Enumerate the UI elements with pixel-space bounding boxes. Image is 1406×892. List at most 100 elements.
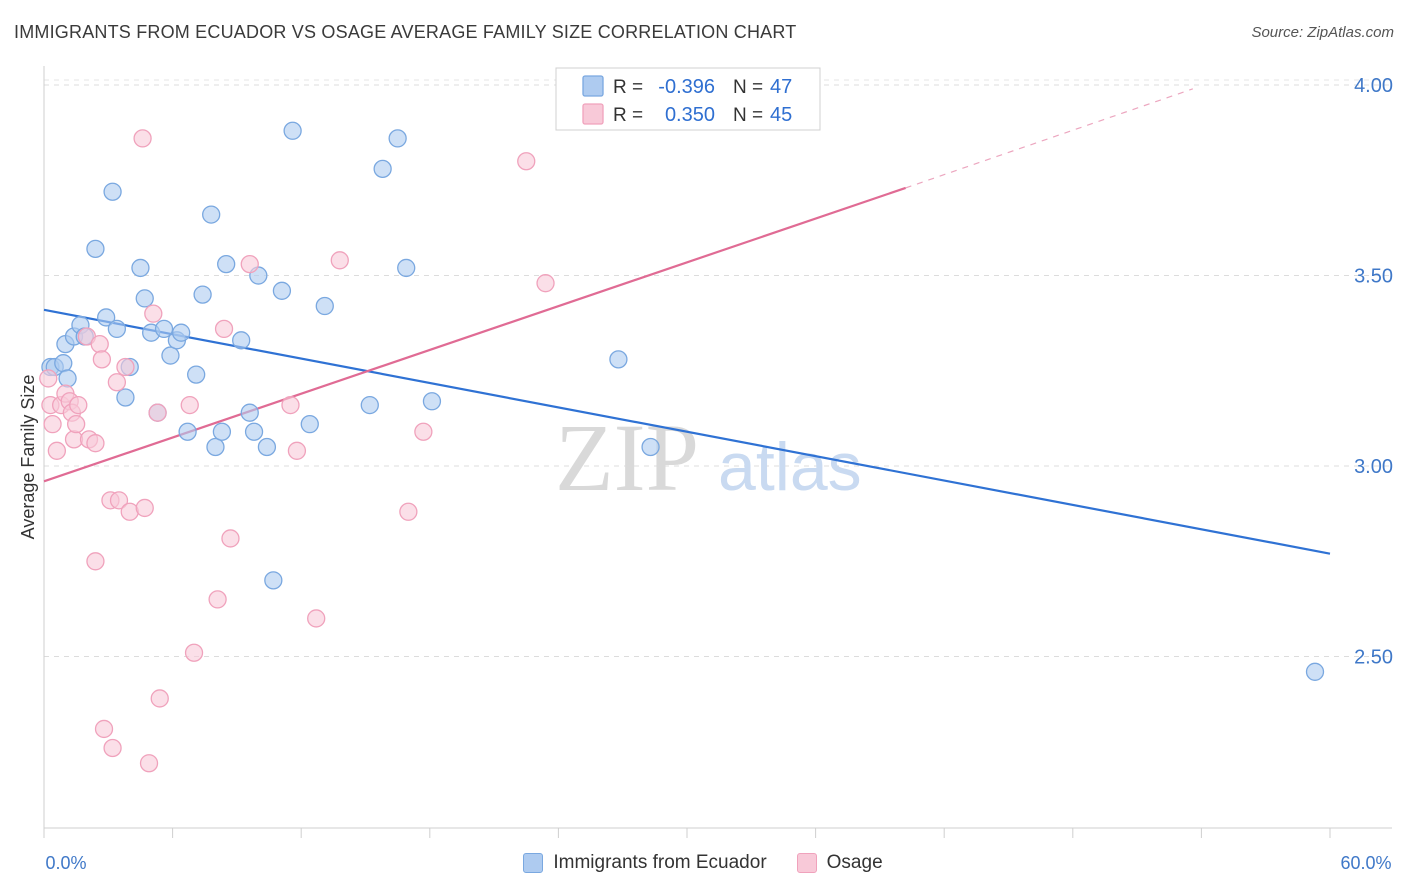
data-point-s0-38[interactable] <box>315 296 334 316</box>
data-point-s1-9[interactable] <box>67 414 86 434</box>
data-point-s1-21[interactable] <box>109 491 129 510</box>
data-point-s0-23[interactable] <box>187 365 206 384</box>
data-point-s1-39[interactable] <box>330 251 349 270</box>
data-point-s0-26[interactable] <box>206 437 225 457</box>
data-point-s0-14[interactable] <box>131 258 150 278</box>
data-point-s1-26[interactable] <box>139 754 159 773</box>
watermark-zip: ZIP <box>555 404 699 511</box>
tick-labels: 4.00 3.50 3.00 2.50 0.0% 60.0% <box>45 75 1393 873</box>
y-tick-label-3: 2.50 <box>1354 647 1393 669</box>
data-point-s0-44[interactable] <box>609 350 628 369</box>
data-point-s1-19[interactable] <box>103 738 122 758</box>
data-point-s0-9[interactable] <box>97 308 116 327</box>
data-point-s1-24[interactable] <box>133 129 152 148</box>
data-point-s1-34[interactable] <box>221 529 240 548</box>
data-point-s0-24[interactable] <box>193 285 212 304</box>
legend-r-value-0: -0.396 <box>658 76 715 98</box>
data-point-s1-41[interactable] <box>414 422 433 441</box>
data-point-s0-40[interactable] <box>373 159 392 179</box>
legend-n-label-1: N = <box>733 105 763 126</box>
data-point-s1-14[interactable] <box>86 552 105 571</box>
data-point-s0-21[interactable] <box>172 323 191 342</box>
legend-label-osage: Osage <box>826 852 883 873</box>
legend-item-osage[interactable]: Osage <box>796 852 883 874</box>
data-point-s0-8[interactable] <box>86 239 105 259</box>
legend-swatch-ecuador <box>523 853 544 873</box>
data-point-s0-15[interactable] <box>135 289 154 308</box>
legend-n-value-1: 45 <box>770 104 792 126</box>
legend-r-label-0: R = <box>613 77 643 98</box>
data-point-s1-30[interactable] <box>180 395 199 415</box>
x-tick-label-0: 0.0% <box>45 853 86 873</box>
data-point-s0-18[interactable] <box>154 319 174 339</box>
data-point-s0-29[interactable] <box>232 331 251 350</box>
data-point-s0-46[interactable] <box>1305 662 1325 681</box>
data-point-s0-2[interactable] <box>54 354 73 373</box>
data-point-s0-11[interactable] <box>107 319 127 339</box>
data-point-s1-33[interactable] <box>214 319 234 339</box>
data-point-s0-35[interactable] <box>272 281 292 300</box>
data-point-s1-36[interactable] <box>281 395 300 415</box>
data-point-s1-35[interactable] <box>240 254 259 274</box>
data-point-s1-40[interactable] <box>399 502 418 521</box>
data-point-s1-2[interactable] <box>43 414 62 434</box>
data-point-s1-25[interactable] <box>135 498 154 518</box>
data-point-s0-33[interactable] <box>257 437 277 457</box>
watermark: ZIP atlas <box>555 404 862 511</box>
x-tick-label-1: 60.0% <box>1340 853 1391 873</box>
data-point-s1-43[interactable] <box>536 274 555 293</box>
data-point-s0-22[interactable] <box>178 422 197 441</box>
data-point-s1-20[interactable] <box>107 373 127 392</box>
data-point-s1-28[interactable] <box>148 403 167 422</box>
data-point-s0-34[interactable] <box>264 571 283 590</box>
data-point-s1-22[interactable] <box>116 357 135 377</box>
data-point-s1-16[interactable] <box>92 350 112 369</box>
legend-r-label-1: R = <box>613 105 643 126</box>
legend-n-label-0: N = <box>733 77 763 98</box>
data-point-s0-19[interactable] <box>161 346 180 365</box>
legend-n-value-0: 47 <box>770 76 792 98</box>
data-point-s0-45[interactable] <box>641 437 660 457</box>
data-point-s1-32[interactable] <box>208 590 227 609</box>
data-point-s0-25[interactable] <box>202 205 221 224</box>
data-point-s1-17[interactable] <box>94 719 114 739</box>
data-point-s1-13[interactable] <box>86 434 105 453</box>
legend-box: R = -0.396 N = 47 R = 0.350 N = 45 <box>555 67 821 131</box>
data-points <box>39 75 1325 773</box>
y-tick-label-2: 3.00 <box>1354 456 1393 478</box>
legend-swatch-0 <box>582 75 604 97</box>
data-point-s0-42[interactable] <box>397 258 416 278</box>
data-point-s0-36[interactable] <box>283 121 302 140</box>
data-point-s0-10[interactable] <box>103 182 122 201</box>
axes <box>43 66 1392 838</box>
data-point-s0-37[interactable] <box>300 414 319 434</box>
data-point-s0-12[interactable] <box>116 388 135 407</box>
legend-swatch-1 <box>582 103 604 125</box>
data-point-s1-31[interactable] <box>184 643 204 662</box>
data-point-s1-37[interactable] <box>287 441 307 460</box>
data-point-s0-31[interactable] <box>244 422 264 441</box>
y-axis-label: Average Family Size <box>18 375 38 540</box>
data-point-s1-15[interactable] <box>90 334 109 354</box>
data-point-s1-38[interactable] <box>307 609 326 628</box>
data-point-s1-27[interactable] <box>144 304 163 323</box>
source-credit: Source: ZipAtlas.com <box>1251 24 1394 41</box>
data-point-s1-10[interactable] <box>69 395 88 415</box>
data-point-s1-0[interactable] <box>39 369 58 388</box>
legend-item-ecuador[interactable]: Immigrants from Ecuador <box>523 852 767 874</box>
data-point-s1-3[interactable] <box>47 441 67 460</box>
data-point-s0-39[interactable] <box>360 395 379 415</box>
data-point-s1-42[interactable] <box>517 152 536 171</box>
data-point-s1-23[interactable] <box>120 502 139 521</box>
data-point-s0-43[interactable] <box>422 392 442 411</box>
trend-line-s0 <box>43 308 1331 555</box>
data-point-s0-41[interactable] <box>388 129 407 148</box>
data-point-s0-3[interactable] <box>58 369 77 388</box>
data-point-s0-27[interactable] <box>212 422 232 441</box>
legend-swatch-osage <box>796 853 817 873</box>
data-point-s0-30[interactable] <box>240 403 259 422</box>
data-point-s0-28[interactable] <box>217 254 236 274</box>
watermark-atlas: atlas <box>718 429 862 505</box>
data-point-s1-29[interactable] <box>150 689 169 708</box>
